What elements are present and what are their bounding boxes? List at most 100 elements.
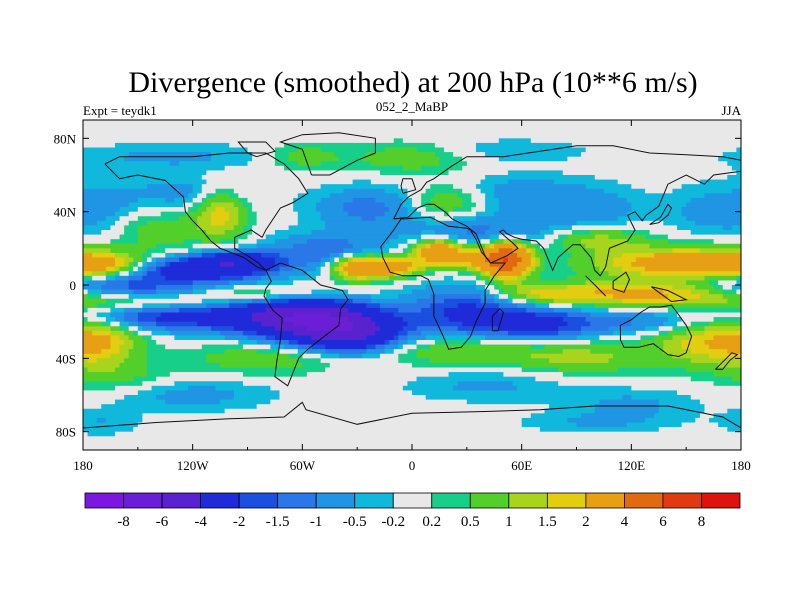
field-cell	[458, 239, 468, 244]
field-cell	[636, 331, 659, 336]
field-cell	[567, 248, 595, 253]
field-cell	[654, 253, 741, 258]
field-cell	[668, 331, 687, 336]
field-cell	[266, 308, 349, 313]
field-cell	[494, 212, 627, 217]
field-cell	[430, 184, 453, 189]
field-cell	[471, 262, 490, 267]
field-cell	[88, 368, 116, 373]
field-cell	[481, 294, 495, 299]
field-cell	[526, 248, 531, 253]
field-cell	[677, 390, 742, 395]
field-cell	[417, 354, 532, 359]
field-cell	[275, 340, 289, 345]
field-cell	[704, 404, 741, 409]
field-cell	[549, 303, 572, 308]
field-cell	[165, 276, 220, 281]
field-cell	[334, 267, 339, 272]
field-cell	[211, 157, 253, 162]
field-cell	[83, 331, 93, 336]
field-cell	[508, 170, 563, 175]
field-cell	[206, 180, 353, 185]
field-cell	[229, 299, 252, 304]
field-cell	[83, 418, 97, 423]
field-cell	[129, 280, 194, 285]
field-cell	[613, 331, 636, 336]
field-cell	[88, 294, 102, 299]
field-cell	[206, 290, 234, 295]
field-cell	[133, 331, 138, 336]
field-cell	[444, 212, 449, 217]
field-cell	[220, 363, 303, 368]
field-cell	[577, 271, 610, 276]
field-cell	[481, 239, 491, 244]
field-cell	[193, 189, 203, 194]
field-cell	[494, 299, 508, 304]
field-cell	[375, 253, 380, 258]
field-cell	[275, 258, 289, 263]
field-cell	[321, 184, 399, 189]
field-cell	[691, 230, 742, 235]
field-cell	[279, 253, 330, 258]
field-cell	[449, 170, 509, 175]
field-cell	[83, 285, 102, 290]
field-cell	[307, 189, 344, 194]
colorbar-label: -2	[233, 514, 246, 530]
field-cell	[348, 290, 381, 295]
field-cell	[179, 308, 212, 313]
field-cell	[202, 299, 230, 304]
field-cell	[138, 313, 161, 318]
field-cell	[654, 313, 677, 318]
colorbar: -8 -6 -4 -2 -1.5 -1 -0.5 -0.2 0.2 0.5 1 1.5 2 4 6 8	[85, 493, 740, 530]
field-cell	[462, 203, 476, 208]
field-cell	[499, 157, 568, 162]
colorbar-swatch	[470, 493, 509, 508]
field-cell	[270, 386, 403, 391]
field-cell	[156, 285, 193, 290]
field-cell	[252, 207, 294, 212]
field-cell	[444, 148, 477, 153]
field-cell	[325, 262, 330, 267]
field-cell	[444, 239, 454, 244]
field-cell	[714, 317, 742, 322]
field-cell	[83, 276, 93, 281]
field-cell	[142, 262, 147, 267]
field-cell	[83, 253, 93, 258]
field-cell	[682, 212, 742, 217]
field-cell	[494, 184, 586, 189]
field-cell	[197, 322, 262, 327]
field-cell	[133, 345, 147, 350]
field-cell	[257, 216, 299, 221]
field-cell	[549, 225, 572, 230]
field-cell	[348, 258, 353, 263]
field-cell	[499, 326, 559, 331]
field-cell	[83, 262, 116, 267]
field-cell	[677, 313, 742, 318]
field-cell	[709, 345, 742, 350]
field-cell	[526, 294, 540, 299]
field-cell	[138, 331, 152, 336]
field-cell	[156, 322, 198, 327]
field-cell	[115, 400, 166, 405]
field-cell	[206, 230, 225, 235]
field-cell	[129, 267, 134, 272]
field-cell	[353, 326, 381, 331]
field-cell	[627, 198, 692, 203]
field-cell	[476, 280, 486, 285]
field-cell	[83, 161, 170, 166]
field-cell	[83, 390, 138, 395]
field-cell	[348, 280, 371, 285]
field-cell	[417, 340, 436, 345]
field-cell	[540, 230, 554, 235]
field-cell	[471, 193, 485, 198]
field-cell	[636, 258, 742, 263]
field-cell	[430, 358, 549, 363]
field-cell	[106, 317, 116, 322]
field-cell	[627, 423, 682, 428]
field-cell	[124, 358, 147, 363]
field-cell	[193, 184, 203, 189]
colorbar-label: 2	[582, 514, 590, 530]
field-cell	[375, 322, 408, 327]
field-cell	[590, 340, 641, 345]
field-cell	[563, 349, 591, 354]
